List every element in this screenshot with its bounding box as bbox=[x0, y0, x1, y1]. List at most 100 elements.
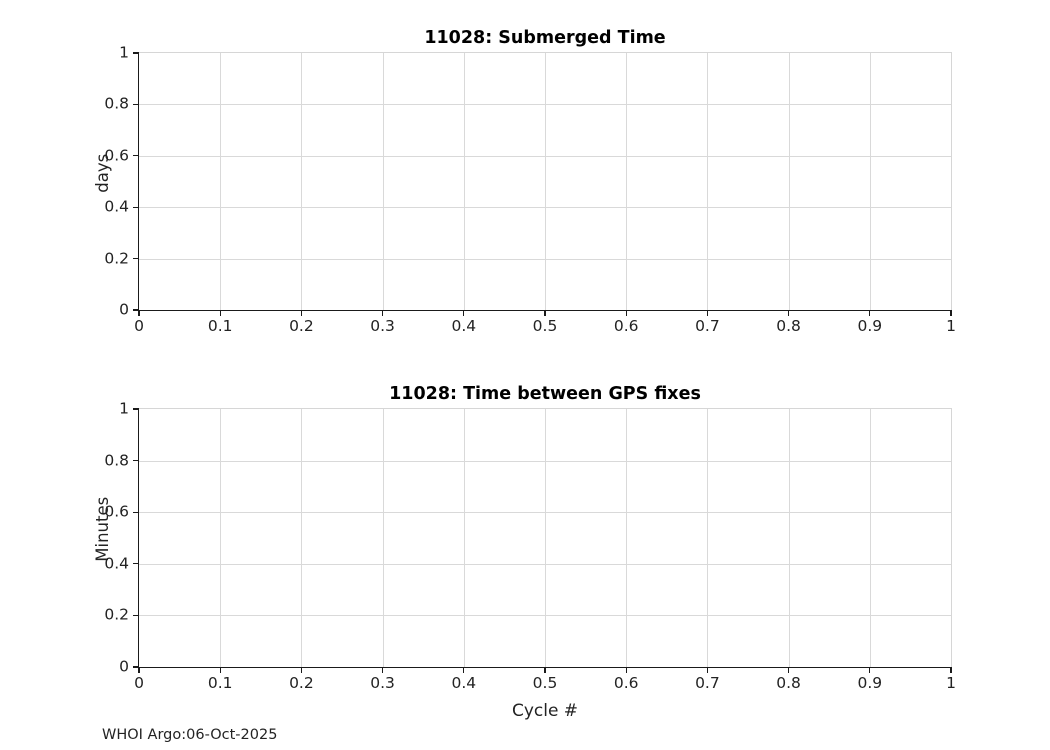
plot-time-between-gps-fixes: 11028: Time between GPS fixes Minutes Cy… bbox=[93, 385, 956, 720]
grid-line-vertical bbox=[626, 409, 628, 667]
x-tick-mark bbox=[381, 310, 384, 316]
footer-credit: WHOI Argo:06-Oct-2025 bbox=[102, 727, 278, 743]
grid-line-horizontal bbox=[139, 258, 951, 260]
x-tick-label: 0.9 bbox=[857, 317, 883, 335]
x-tick-label: 1 bbox=[946, 674, 956, 692]
x-tick-mark bbox=[787, 310, 790, 316]
y-tick-label: 1 bbox=[119, 43, 129, 62]
x-tick-label: 0.1 bbox=[207, 674, 233, 692]
y-tick-label: 0.4 bbox=[104, 554, 129, 573]
grid-line-horizontal bbox=[139, 615, 951, 617]
x-tick-label: 0.4 bbox=[451, 674, 477, 692]
grid-line-vertical bbox=[463, 409, 465, 667]
y-tick-label: 0.8 bbox=[104, 450, 129, 469]
x-tick-mark bbox=[950, 310, 952, 316]
x-tick-label: 0.6 bbox=[613, 674, 639, 692]
y-tick-mark bbox=[133, 206, 139, 208]
y-tick-mark bbox=[133, 103, 139, 106]
y-tick-mark bbox=[133, 52, 139, 54]
y-tick-mark bbox=[133, 309, 139, 311]
grid-line-vertical bbox=[788, 409, 790, 667]
x-tick-label: 0.5 bbox=[532, 317, 558, 335]
grid-line-vertical bbox=[707, 53, 709, 310]
x-tick-mark bbox=[625, 667, 627, 673]
x-tick-mark bbox=[706, 667, 709, 673]
x-tick-mark bbox=[381, 667, 384, 673]
y-tick-label: 0 bbox=[119, 657, 129, 676]
grid-line-vertical bbox=[301, 409, 303, 667]
y-tick-label: 0 bbox=[119, 300, 129, 319]
grid-line-horizontal bbox=[139, 512, 951, 514]
x-tick-mark bbox=[544, 310, 546, 316]
x-tick-mark bbox=[869, 667, 871, 673]
x-tick-mark bbox=[138, 310, 140, 316]
x-tick-label: 0.7 bbox=[695, 674, 720, 692]
grid-line-vertical bbox=[545, 53, 546, 310]
grid-line-horizontal bbox=[139, 155, 951, 157]
x-tick-label: 0.3 bbox=[370, 317, 395, 335]
y-tick-mark bbox=[133, 459, 139, 462]
x-tick-label: 0.2 bbox=[289, 674, 314, 692]
x-tick-mark bbox=[138, 667, 140, 673]
y-tick-label: 0.6 bbox=[104, 146, 129, 165]
grid-line-horizontal bbox=[139, 460, 951, 462]
y-tick-label: 0.4 bbox=[104, 197, 129, 216]
grid-line-vertical bbox=[626, 53, 628, 310]
x-tick-mark bbox=[463, 667, 465, 673]
plot-submerged-time: 11028: Submerged Time days 0 0.1 0.2 0.3 0.4… bbox=[93, 29, 956, 334]
x-tick-mark bbox=[219, 667, 221, 673]
grid-line-vertical bbox=[382, 53, 384, 310]
grid-line-vertical bbox=[545, 409, 546, 667]
y-tick-mark bbox=[133, 511, 139, 513]
x-tick-mark bbox=[300, 310, 303, 316]
plot-title-submerged-time: 11028: Submerged Time bbox=[424, 27, 666, 48]
grid-line-vertical bbox=[869, 53, 871, 310]
y-tick-mark bbox=[133, 614, 139, 617]
y-tick-mark bbox=[133, 563, 139, 565]
grid-line-horizontal bbox=[139, 563, 951, 565]
x-tick-mark bbox=[706, 310, 709, 316]
grid-line-horizontal bbox=[139, 104, 951, 106]
grid-line-vertical bbox=[788, 53, 790, 310]
x-tick-mark bbox=[219, 310, 221, 316]
y-tick-mark bbox=[133, 257, 139, 260]
y-tick-mark bbox=[133, 155, 139, 157]
x-tick-label: 0.7 bbox=[695, 317, 720, 335]
y-tick-label: 0.2 bbox=[104, 605, 129, 624]
x-tick-label: 0.8 bbox=[776, 317, 801, 335]
grid-line-vertical bbox=[301, 53, 303, 310]
x-tick-label: 1 bbox=[946, 317, 956, 335]
x-tick-label: 0.5 bbox=[532, 674, 558, 692]
x-tick-mark bbox=[869, 310, 871, 316]
x-tick-label: 0 bbox=[134, 317, 144, 335]
grid-line-horizontal bbox=[139, 207, 951, 209]
x-tick-label: 0.2 bbox=[289, 317, 314, 335]
grid-line-vertical bbox=[869, 409, 871, 667]
x-axis-label-cycle: Cycle # bbox=[511, 701, 579, 721]
x-tick-mark bbox=[300, 667, 303, 673]
grid-line-vertical bbox=[220, 409, 222, 667]
x-tick-mark bbox=[950, 667, 952, 673]
x-tick-label: 0.9 bbox=[857, 674, 883, 692]
y-tick-mark bbox=[133, 666, 139, 668]
x-tick-label: 0.8 bbox=[776, 674, 801, 692]
x-tick-label: 0.1 bbox=[207, 317, 233, 335]
y-tick-label: 0.2 bbox=[104, 248, 129, 267]
y-tick-label: 0.6 bbox=[104, 502, 129, 521]
y-tick-label: 1 bbox=[119, 399, 129, 418]
y-tick-label: 0.8 bbox=[104, 94, 129, 113]
grid-line-vertical bbox=[707, 409, 709, 667]
x-tick-label: 0.6 bbox=[613, 317, 639, 335]
x-tick-label: 0 bbox=[134, 674, 144, 692]
x-tick-mark bbox=[544, 667, 546, 673]
x-tick-mark bbox=[463, 310, 465, 316]
plot-title-gps-fixes: 11028: Time between GPS fixes bbox=[389, 383, 701, 404]
x-tick-mark bbox=[625, 310, 627, 316]
x-tick-mark bbox=[787, 667, 790, 673]
x-tick-label: 0.4 bbox=[451, 317, 477, 335]
grid-line-vertical bbox=[463, 53, 465, 310]
y-tick-mark bbox=[133, 408, 139, 410]
grid-line-vertical bbox=[220, 53, 222, 310]
grid-line-vertical bbox=[382, 409, 384, 667]
